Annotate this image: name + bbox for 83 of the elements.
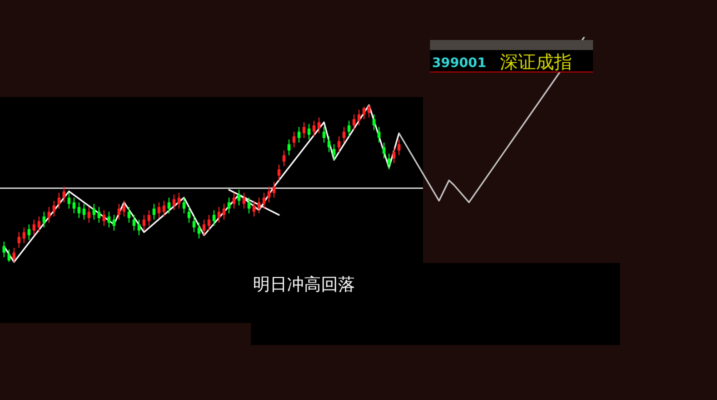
candlestick — [32, 219, 36, 236]
candlestick — [332, 144, 336, 160]
candlestick — [322, 126, 326, 144]
text: 明日冲高回落 — [253, 275, 355, 295]
candlestick — [378, 126, 380, 144]
candlestick — [362, 106, 366, 120]
candlestick — [92, 203, 96, 220]
candlestick — [282, 150, 286, 167]
candlestick — [42, 211, 46, 228]
candlestick — [72, 197, 76, 214]
candlestick — [52, 200, 56, 217]
candlestick — [208, 214, 210, 232]
candlestick — [278, 164, 280, 181]
candlestick — [122, 200, 126, 217]
candlestick — [118, 203, 120, 220]
candlestick — [288, 139, 290, 156]
candlestick — [28, 224, 30, 241]
candlestick — [268, 186, 270, 203]
candlestick — [148, 210, 150, 226]
candlestick — [18, 232, 20, 248]
candlestick — [302, 122, 306, 138]
chart-subtitle: 399001 — [432, 56, 486, 71]
candlestick — [108, 211, 110, 228]
candlestick — [252, 200, 256, 217]
candlestick — [358, 109, 360, 126]
candlestick — [98, 206, 100, 224]
candlestick — [22, 226, 26, 244]
candlestick — [248, 197, 250, 214]
candlestick — [172, 194, 176, 211]
candlestick — [338, 136, 340, 153]
candlestick — [202, 219, 206, 236]
candlestick — [82, 203, 86, 220]
candlestick — [318, 117, 320, 134]
candlestick — [328, 136, 330, 153]
candlestick — [222, 203, 226, 220]
candlestick — [262, 192, 266, 210]
candlestick — [238, 189, 240, 206]
candlestick — [192, 216, 196, 233]
chart-title: 深证成指 — [500, 52, 572, 73]
candlestick — [218, 206, 220, 224]
candlestick — [168, 197, 170, 214]
candlestick — [242, 192, 246, 210]
candlestick — [342, 126, 346, 144]
candlestick — [112, 214, 116, 232]
candlestick — [2, 241, 6, 258]
candlestick — [372, 114, 376, 131]
candlestick — [352, 114, 356, 131]
candlestick — [382, 142, 386, 159]
candlestick — [38, 216, 40, 233]
candlestick — [258, 197, 260, 214]
candlestick — [12, 247, 16, 262]
candlestick — [142, 214, 146, 232]
candlestick — [68, 192, 70, 210]
candlestick — [102, 210, 106, 226]
candlestick — [388, 153, 390, 170]
candlestick — [292, 131, 296, 148]
candlestick — [272, 181, 276, 198]
candlestick — [312, 120, 316, 137]
candlestick — [158, 202, 160, 219]
candlestick — [232, 192, 236, 210]
candlestick — [128, 206, 130, 224]
candlestick — [62, 186, 66, 203]
candlestick — [298, 126, 300, 144]
candlestick — [182, 197, 186, 214]
candlestick — [398, 139, 400, 156]
candlestick — [88, 206, 90, 224]
candlestick — [8, 248, 10, 262]
candlestick — [198, 222, 200, 239]
candlestick — [78, 202, 80, 219]
candlestick — [212, 210, 216, 226]
candlestick — [308, 123, 310, 140]
candlestick — [368, 104, 370, 118]
candlestick — [178, 192, 180, 210]
candlestick — [348, 120, 350, 137]
candlestick — [228, 197, 230, 214]
candlestick — [58, 192, 60, 210]
candlestick — [132, 214, 136, 232]
candlestick — [162, 200, 166, 217]
candlestick — [188, 206, 190, 224]
candlestick — [152, 203, 156, 220]
candlestick — [48, 206, 50, 224]
candlestick — [392, 146, 396, 164]
candlestick — [138, 219, 140, 236]
